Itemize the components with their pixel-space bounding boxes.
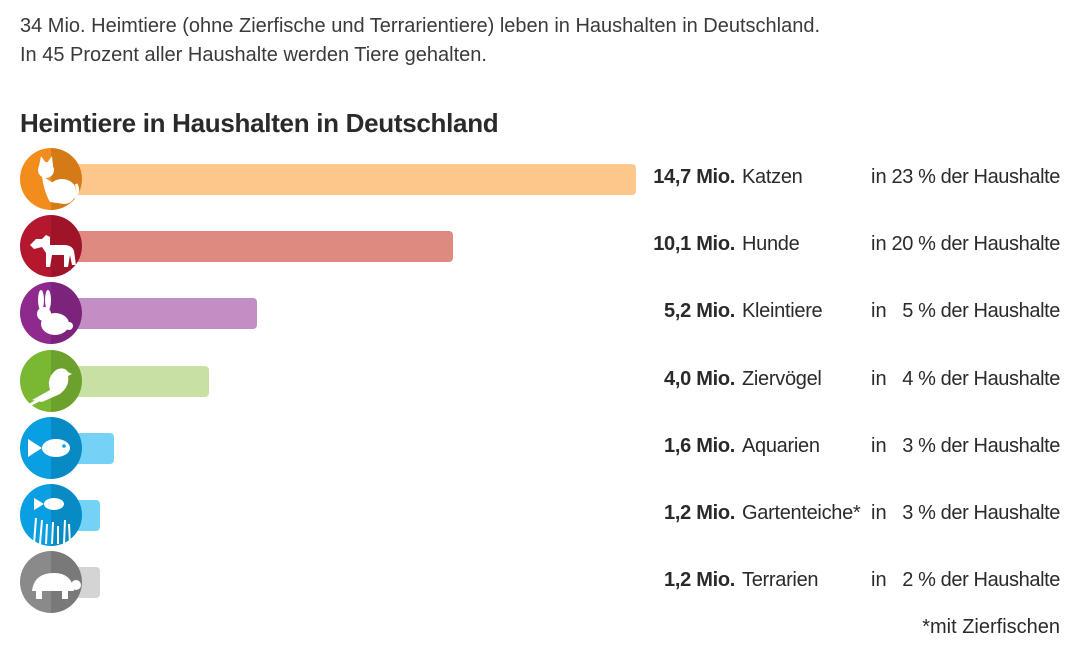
percent-label: 3 % der Haushalte <box>902 502 1060 524</box>
category-label: Ziervögel <box>742 367 822 390</box>
prefix-label: in <box>871 502 887 524</box>
intro-text: 34 Mio. Heimtiere (ohne Zierfische und T… <box>20 12 820 70</box>
bar <box>50 164 636 195</box>
chart-row: 5,2 Mio. Kleintiere in 5 % der Haushalte <box>0 282 1080 345</box>
chart-row: 10,1 Mio. Hunde in 20 % der Haushalte <box>0 215 1080 278</box>
intro-line-1: 34 Mio. Heimtiere (ohne Zierfische und T… <box>20 15 821 37</box>
bar <box>50 231 453 263</box>
chart-row: 1,2 Mio. Terrarien in 2 % der Haushalte <box>0 551 1080 614</box>
prefix-label: in <box>871 300 887 323</box>
bird-icon <box>20 349 82 412</box>
prefix-label: in <box>871 569 887 592</box>
percent-label: 3 % der Haushalte <box>902 434 1060 457</box>
category-label: Terrarien <box>742 569 819 592</box>
fish-icon <box>20 416 82 479</box>
chart-row: 14,7 Mio. Katzen in 23 % der Haushalte <box>0 148 1080 210</box>
intro-line-2: In 45 Prozent aller Haushalte werden Tie… <box>20 44 487 66</box>
bar-value-label: 1,2 Mio. <box>664 502 735 524</box>
bar <box>50 298 258 330</box>
prefix-label: in <box>871 233 887 256</box>
chart-title: Heimtiere in Haushalten in Deutschland <box>20 108 499 138</box>
prefix-label: in <box>871 434 887 457</box>
chart-row: 1,2 Mio. Gartenteiche* in 3 % der Haushalte <box>0 484 1080 546</box>
category-label: Hunde <box>742 233 800 256</box>
bar-value-label: 4,0 Mio. <box>664 367 735 390</box>
category-label: Kleintiere <box>742 300 823 323</box>
chart-row: 1,6 Mio. Aquarien in 3 % der Haushalte <box>0 416 1080 479</box>
rabbit-icon <box>20 282 82 345</box>
chart-row: 4,0 Mio. Ziervögel in 4 % der Haushalte <box>0 349 1080 412</box>
bar-value-label: 1,6 Mio. <box>664 434 735 457</box>
percent-label: 4 % der Haushalte <box>902 367 1060 390</box>
percent-label: 23 % der Haushalte <box>891 166 1061 188</box>
category-label: Aquarien <box>742 434 820 457</box>
prefix-label: in <box>871 367 887 390</box>
turtle-icon <box>20 551 82 614</box>
pond-fish-icon <box>20 484 82 546</box>
footnote: *mit Zierfischen <box>922 616 1060 638</box>
percent-label: 5 % der Haushalte <box>902 300 1060 323</box>
percent-label: 20 % der Haushalte <box>891 233 1061 256</box>
dog-icon <box>20 215 82 278</box>
category-label: Gartenteiche* <box>742 502 861 524</box>
bar-value-label: 1,2 Mio. <box>664 569 735 592</box>
cat-icon <box>20 148 82 210</box>
prefix-label: in <box>871 166 887 188</box>
percent-label: 2 % der Haushalte <box>902 569 1060 592</box>
bar-value-label: 5,2 Mio. <box>664 300 735 323</box>
bar-value-label: 14,7 Mio. <box>653 166 735 188</box>
bar-value-label: 10,1 Mio. <box>653 233 735 256</box>
category-label: Katzen <box>742 166 803 188</box>
